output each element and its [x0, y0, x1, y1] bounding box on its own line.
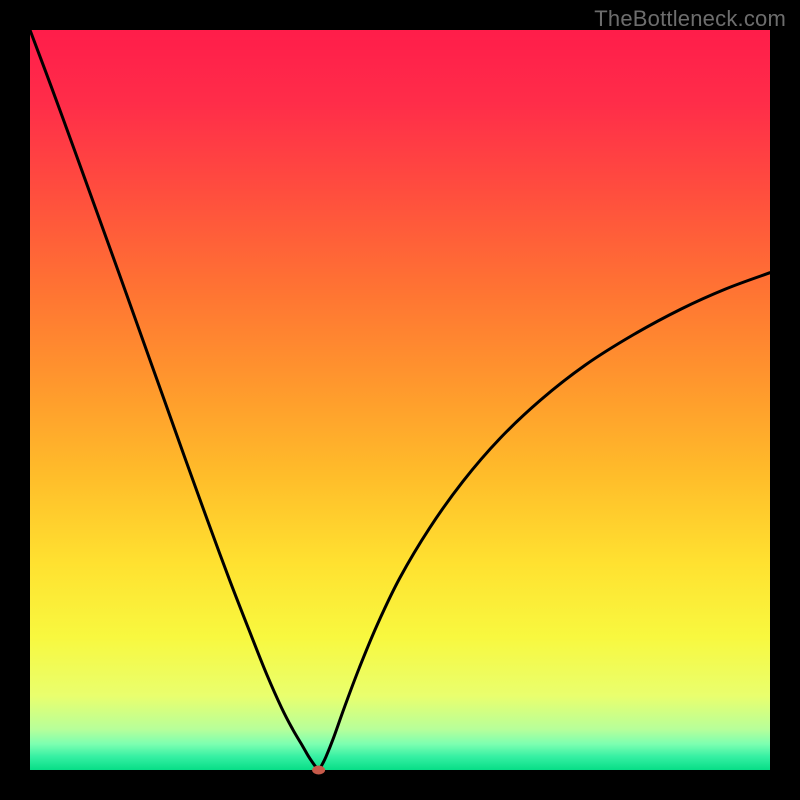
gradient-background: [30, 30, 770, 770]
minimum-marker: [312, 766, 325, 775]
chart-frame: TheBottleneck.com: [0, 0, 800, 800]
bottleneck-plot: [0, 0, 800, 800]
watermark-text: TheBottleneck.com: [594, 6, 786, 32]
